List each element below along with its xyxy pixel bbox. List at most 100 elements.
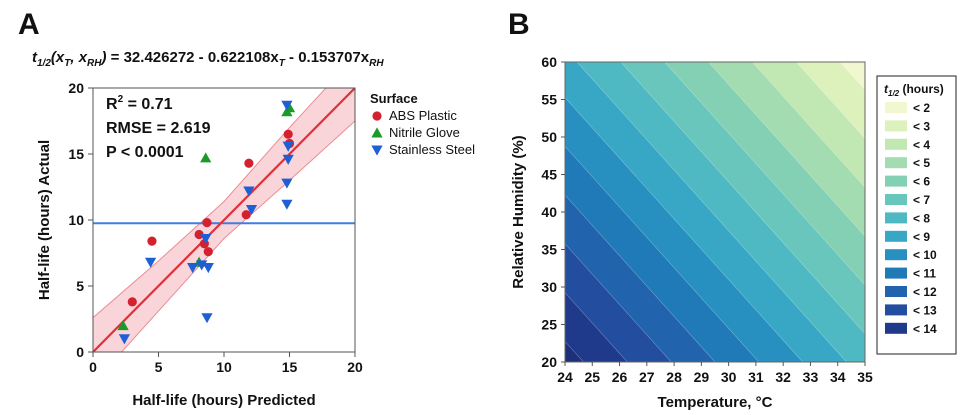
y-tick-label: 15: [68, 146, 84, 162]
legend-b-swatch: [885, 249, 907, 261]
stat-r2-sup: 2: [118, 94, 124, 105]
eq-rhs-1: = 32.426272 - 0.622108x: [107, 49, 280, 66]
x-tick-label: 30: [721, 369, 737, 385]
axes-a: 0 5 10 15 20 0 5 10 15 20: [68, 80, 363, 375]
stat-r-squared: R2 = 0.71: [106, 94, 173, 113]
legend-b-label: < 12: [913, 285, 937, 299]
legend-b-swatch: [885, 212, 907, 224]
legend-b-title-rest: (hours): [899, 82, 944, 96]
point-stainless-steel: [282, 141, 294, 152]
point-stainless-steel: [281, 199, 293, 210]
legend-marker-stainless-steel: [371, 145, 383, 156]
x-tick-label: 35: [857, 369, 873, 385]
point-stainless-steel: [145, 257, 157, 268]
x-axis-label-a: Half-life (hours) Predicted: [132, 392, 315, 409]
x-tick-label: 31: [748, 369, 764, 385]
legend-b-swatch: [885, 157, 907, 169]
point-abs-plastic: [283, 129, 293, 139]
legend-b-label: < 8: [913, 211, 930, 225]
legend-b-title-t: t: [884, 82, 889, 96]
point-stainless-steel: [245, 205, 258, 215]
legend-b-swatch: [885, 120, 907, 132]
x-tick-label: 0: [89, 359, 97, 375]
x-tick-label: 10: [216, 359, 232, 375]
legend-label-abs-plastic: ABS Plastic: [389, 108, 457, 123]
legend-b: t1/2 (hours) < 2 < 3 < 4 < 5 < 6 < 7 < 8 < 9 < 1…: [876, 75, 957, 355]
point-stainless-steel: [200, 234, 212, 245]
y-tick-label: 40: [541, 204, 557, 220]
x-tick-label: 5: [155, 359, 163, 375]
point-abs-plastic: [202, 218, 212, 228]
legend-b-swatch: [885, 230, 907, 242]
stat-rmse: RMSE = 2.619: [106, 120, 211, 137]
x-axis-label-b: Temperature, °C: [658, 394, 773, 411]
x-tick-label: 34: [830, 369, 846, 385]
eq-lhs-sub: 1/2: [37, 58, 51, 69]
legend-b-label: < 5: [913, 156, 930, 170]
y-tick-label: 0: [76, 344, 84, 360]
eq-args-close: ): [100, 49, 107, 66]
legend-b-label: < 7: [913, 193, 930, 207]
point-abs-plastic: [241, 210, 251, 220]
x-tick-label: 24: [557, 369, 573, 385]
stat-r2-value: = 0.71: [123, 96, 172, 113]
y-tick-label: 5: [76, 278, 84, 294]
legend-b-swatch: [885, 286, 907, 297]
y-tick-label: 45: [541, 167, 557, 183]
eq-arg2-sub: RH: [87, 58, 102, 69]
legend-b-label: < 4: [913, 138, 930, 152]
eq-rhs-2-sub: RH: [369, 58, 384, 69]
point-stainless-steel: [281, 178, 293, 189]
eq-arg1-sub: T: [64, 58, 71, 69]
eq-rhs-2: - 0.153707x: [285, 49, 370, 66]
point-stainless-steel: [202, 263, 214, 274]
panel-a-letter: A: [18, 8, 40, 41]
y-tick-label: 60: [541, 54, 557, 70]
regression-equation: t1/2(xT, xRH) = 32.426272 - 0.622108xT -…: [32, 49, 384, 69]
stat-p-value: P < 0.0001: [106, 144, 184, 161]
y-tick-label: 30: [541, 279, 557, 295]
legend-b-label: < 11: [913, 267, 936, 281]
legend-b-swatch: [885, 194, 907, 205]
axes-b: 24 25 26 27 28 29 30 31 32 33 34 35 20 25 30 35 40 45 50 55…: [541, 54, 873, 385]
eq-args-sep: , x: [69, 49, 87, 66]
point-stainless-steel: [243, 186, 255, 197]
y-tick-label: 55: [541, 92, 557, 108]
legend-b-label: < 2: [913, 101, 930, 115]
point-abs-plastic: [127, 297, 137, 307]
eq-lhs-t: t: [32, 49, 38, 66]
point-stainless-steel: [281, 100, 293, 111]
legend-a-title: Surface: [370, 91, 418, 106]
x-tick-label: 25: [584, 369, 600, 385]
legend-b-label: < 6: [913, 175, 930, 189]
legend-b-swatch: [885, 138, 907, 150]
y-tick-label: 25: [541, 317, 557, 333]
y-tick-label: 10: [68, 212, 84, 228]
point-abs-plastic: [203, 247, 213, 257]
x-tick-label: 28: [666, 369, 682, 385]
x-tick-label: 33: [803, 369, 819, 385]
contour-band: [839, 62, 865, 91]
panel-a: A t1/2(xT, xRH) = 32.426272 - 0.622108xT…: [18, 8, 475, 409]
point-abs-plastic: [194, 229, 204, 240]
y-axis-label-b: Relative Humidity (%): [510, 135, 527, 288]
contour-layer: [565, 62, 865, 362]
x-tick-label: 29: [694, 369, 710, 385]
point-stainless-steel: [187, 263, 199, 274]
legend-b-swatch: [885, 304, 907, 316]
legend-a: Surface ABS Plastic Nitrile Glove Stainles…: [370, 91, 475, 157]
reference-lines-layer: [93, 88, 355, 352]
panel-b-letter: B: [508, 8, 530, 41]
legend-b-swatch: [885, 102, 907, 113]
legend-b-label: < 9: [913, 230, 930, 244]
stat-r2-prefix: R: [106, 96, 118, 113]
fit-line: [93, 88, 355, 352]
point-stainless-steel: [196, 260, 208, 271]
x-tick-label: 15: [282, 359, 298, 375]
point-abs-plastic: [244, 158, 254, 168]
point-nitrile-glove: [200, 152, 212, 163]
point-stainless-steel: [201, 313, 213, 324]
x-tick-label: 20: [347, 359, 363, 375]
scatter-points-layer: [117, 100, 296, 345]
